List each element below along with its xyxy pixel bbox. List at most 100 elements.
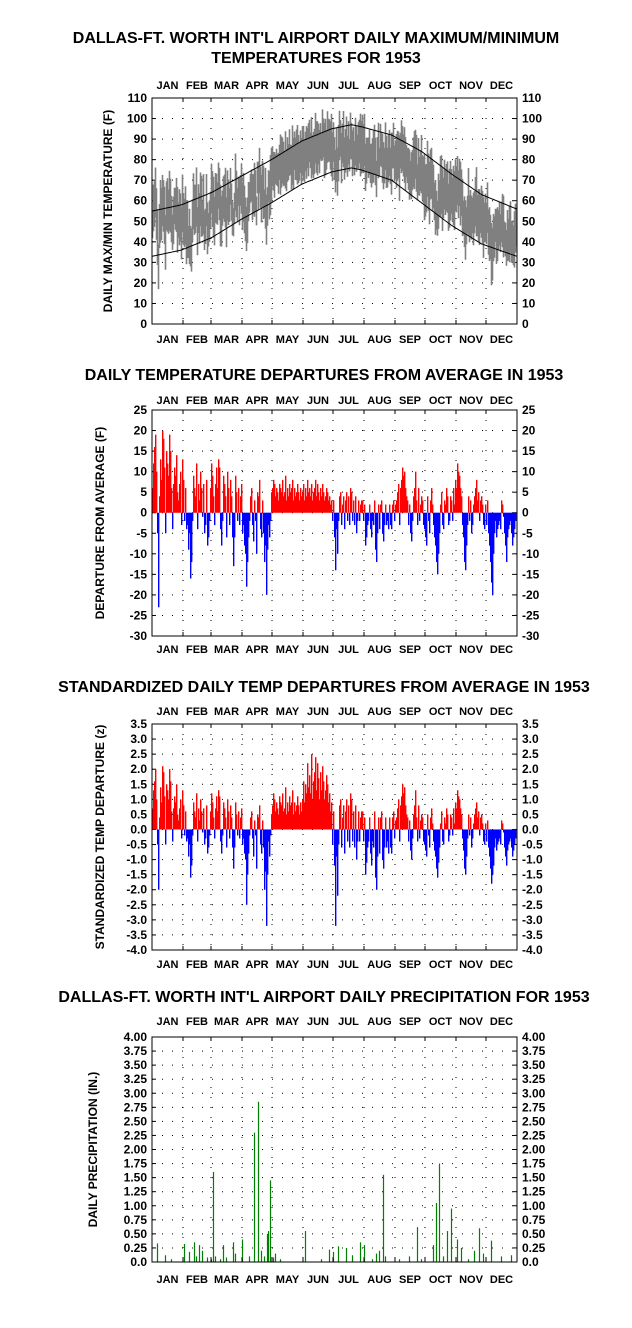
departure-bar <box>178 820 180 830</box>
month-label-top: APR <box>245 80 268 92</box>
departure-bar <box>191 512 193 563</box>
departure-bar <box>401 796 403 830</box>
departure-bar <box>364 817 366 830</box>
departure-bar <box>384 512 386 526</box>
y-tick-label-left: 0.50 <box>124 1227 148 1241</box>
departure-bar <box>352 512 354 521</box>
y-tick-label-left: 110 <box>128 91 148 105</box>
departure-bar <box>273 479 275 513</box>
y-tick-label-left: 3.75 <box>124 1044 148 1058</box>
month-label-bottom: JAN <box>156 1274 178 1286</box>
departure-bar <box>168 475 170 513</box>
departure-bar <box>162 766 164 830</box>
month-label-top: APR <box>245 1016 268 1028</box>
y-tick-label-left: -2.5 <box>126 898 147 912</box>
departure-bar <box>313 781 315 830</box>
departure-bar <box>257 492 259 513</box>
departure-bar <box>483 829 485 842</box>
departure-bar <box>407 500 409 513</box>
month-label-top: SEP <box>399 706 421 718</box>
departure-bar <box>308 787 310 830</box>
departure-bar <box>439 829 441 848</box>
departure-bar <box>428 829 430 836</box>
departure-bar <box>336 829 338 857</box>
departure-bar <box>177 492 179 513</box>
departure-bar <box>481 496 483 513</box>
departure-bar <box>180 471 182 513</box>
departure-bar <box>463 829 465 851</box>
departure-bar <box>492 512 494 595</box>
month-label-top: NOV <box>459 80 484 92</box>
departure-bar <box>184 829 186 836</box>
plot-frame <box>151 1036 518 1263</box>
y-tick-label-right: 0.5 <box>522 807 539 821</box>
departure-bar <box>333 500 335 513</box>
departure-bar <box>216 467 218 513</box>
departure-bar <box>202 829 204 833</box>
departure-bar <box>299 814 301 830</box>
departure-bar <box>501 500 503 513</box>
departure-bar <box>185 811 187 830</box>
departure-bar <box>227 471 229 513</box>
y-tick-label-right: 1.0 <box>522 792 539 806</box>
departure-bar <box>295 496 297 513</box>
y-tick-label-left: -3.0 <box>126 913 147 927</box>
departure-bar <box>175 802 177 830</box>
departure-bar <box>373 829 375 848</box>
departure-bar <box>167 463 169 513</box>
month-label-top: MAR <box>214 80 239 92</box>
departure-bar <box>478 492 480 513</box>
departure-bar <box>437 512 439 575</box>
departure-bar <box>378 817 380 830</box>
departure-bar <box>445 823 447 830</box>
departure-bar <box>489 512 491 546</box>
departure-bar <box>464 512 466 563</box>
departure-bar <box>190 512 192 579</box>
y-tick-label-left: 25 <box>134 403 148 417</box>
departure-bar <box>247 512 249 563</box>
departure-bar <box>179 808 181 830</box>
departure-bar <box>214 829 216 839</box>
y-tick-label-left: 80 <box>134 153 148 167</box>
departure-bar <box>329 793 331 830</box>
departure-bar <box>231 496 233 513</box>
departure-bar <box>331 802 333 830</box>
month-label-top: JUL <box>338 706 359 718</box>
departure-bar <box>421 814 423 830</box>
departure-bar <box>420 504 422 513</box>
departure-bar <box>258 817 260 830</box>
departure-bar <box>260 829 262 845</box>
departure-bar <box>443 829 445 845</box>
departure-bar <box>417 829 419 842</box>
departure-bar <box>230 805 232 830</box>
departure-bar <box>310 793 312 830</box>
departure-bar <box>248 512 250 538</box>
departure-bar <box>452 512 454 521</box>
departure-bar <box>360 817 362 830</box>
departure-bar <box>396 500 398 513</box>
departure-bar <box>168 799 170 830</box>
y-tick-label-right: -20 <box>522 588 540 602</box>
departure-bar <box>174 467 176 513</box>
month-label-bottom: JUL <box>338 959 359 971</box>
departure-bar <box>159 496 161 513</box>
departure-bar <box>238 488 240 513</box>
departure-bar <box>418 805 420 830</box>
departure-bar <box>165 512 167 534</box>
y-tick-label-left: -20 <box>130 588 148 602</box>
departure-bar <box>286 500 288 513</box>
month-label-bottom: OCT <box>429 334 453 346</box>
departure-bar <box>263 512 265 534</box>
departure-bar <box>395 504 397 513</box>
departure-bar <box>392 817 394 830</box>
departure-bar <box>237 829 239 836</box>
departure-bar <box>291 802 293 830</box>
y-tick-label-left: 0 <box>140 317 147 331</box>
departure-bar <box>304 802 306 830</box>
departure-bar <box>461 496 463 513</box>
departure-bar <box>300 488 302 513</box>
departure-bar <box>248 829 250 854</box>
departure-bar <box>241 483 243 513</box>
departure-bar <box>457 463 459 513</box>
departure-bar <box>397 492 399 513</box>
